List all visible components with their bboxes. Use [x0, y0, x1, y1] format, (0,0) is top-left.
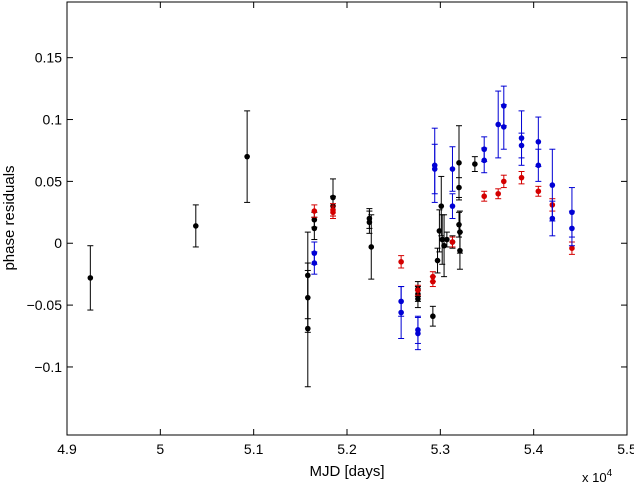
data-point — [549, 215, 556, 222]
x-axis-multiplier: x 104 — [582, 468, 613, 485]
data-point — [444, 236, 450, 243]
y-axis-title: phase residuals — [1, 165, 18, 270]
data-point — [495, 190, 502, 197]
data-point — [456, 221, 462, 228]
x-tick-label: 4.9 — [57, 441, 77, 457]
data-point — [518, 142, 525, 149]
data-point — [449, 166, 456, 172]
y-tick-label: 0.15 — [35, 50, 62, 66]
data-point — [330, 209, 336, 216]
data-point — [535, 138, 542, 145]
data-point — [398, 259, 404, 265]
data-point — [481, 146, 488, 153]
y-tick-label: 0.1 — [43, 112, 63, 128]
x-tick-label: 5.4 — [524, 441, 544, 457]
y-tick-label: 0 — [54, 235, 62, 251]
data-point — [518, 174, 525, 181]
data-point — [434, 257, 441, 264]
data-point — [549, 182, 556, 188]
data-point — [569, 225, 575, 232]
data-point — [456, 184, 462, 191]
x-tick-label: 5.1 — [244, 441, 264, 457]
y-tick-label: −0.1 — [34, 359, 62, 375]
data-point — [415, 287, 421, 294]
data-point — [449, 239, 456, 245]
data-point — [535, 188, 542, 195]
data-point — [87, 275, 94, 281]
data-point — [244, 153, 250, 160]
data-point — [501, 178, 507, 185]
x-tick-label: 5.5 — [617, 441, 634, 457]
data-point — [398, 309, 404, 316]
axis-ticks: 4.9 5 5.1 5.2 5.3 5.4 5.5 −0.1 −0.05 0 0.05 0.1 0.15 — [27, 2, 634, 457]
data-point — [431, 166, 438, 172]
data-point — [495, 121, 502, 128]
x-tick-label: 5.2 — [337, 441, 357, 457]
plot-area — [66, 1, 628, 436]
y-tick-label: 0.05 — [35, 173, 62, 189]
data-point — [472, 161, 478, 167]
data-point — [415, 296, 421, 302]
data-point — [457, 247, 463, 254]
data-point — [569, 245, 575, 251]
series-group — [311, 85, 575, 351]
data-point — [449, 203, 456, 209]
data-point — [311, 208, 318, 214]
data-marks — [87, 85, 575, 388]
data-point — [415, 330, 421, 337]
data-point — [481, 193, 488, 200]
data-point — [430, 278, 436, 285]
x-axis-title: MJD [days] — [309, 463, 384, 480]
data-point — [501, 124, 507, 130]
x-tick-label: 5 — [156, 441, 164, 457]
data-point — [438, 203, 445, 209]
data-point — [305, 325, 311, 332]
x-axis-multiplier-base: x 10 — [582, 470, 607, 485]
data-point — [311, 216, 318, 223]
data-point — [456, 160, 462, 166]
data-point — [193, 223, 199, 229]
data-point — [441, 242, 447, 249]
data-point — [430, 313, 436, 320]
data-point — [535, 162, 542, 169]
x-axis-multiplier-exponent: 4 — [607, 468, 613, 479]
x-tick-label: 5.3 — [431, 441, 451, 457]
y-tick-label: −0.05 — [27, 297, 63, 313]
data-point — [311, 250, 318, 256]
data-point — [368, 244, 375, 250]
series-group — [87, 110, 478, 388]
